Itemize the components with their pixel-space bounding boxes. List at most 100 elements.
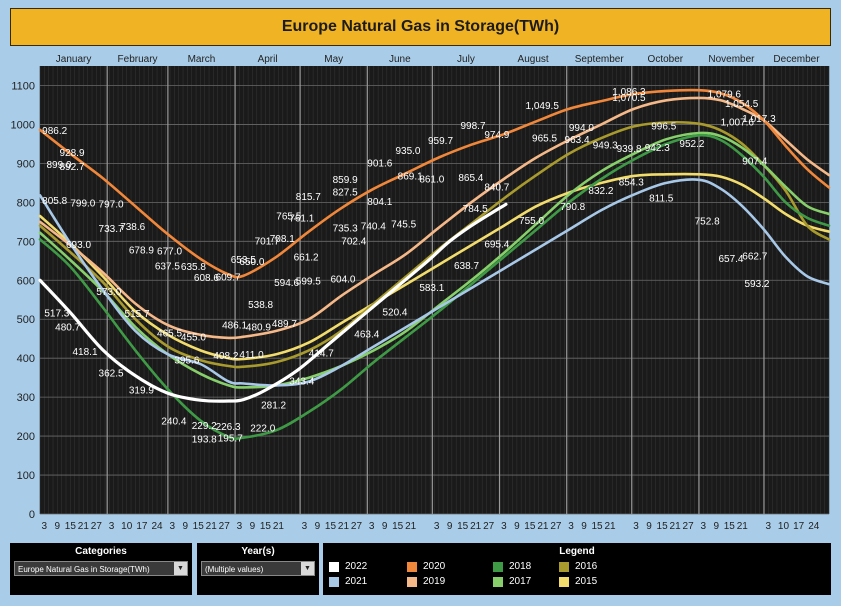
series-line-2021 bbox=[38, 178, 831, 387]
legend-label: 2019 bbox=[423, 576, 446, 587]
data-label: 939.8 bbox=[617, 144, 642, 155]
x-tick-label: 9 bbox=[714, 521, 720, 532]
data-label: 738.6 bbox=[120, 222, 145, 233]
data-label: 986.2 bbox=[42, 126, 67, 137]
data-label: 343.4 bbox=[289, 376, 314, 387]
x-tick-label: 3 bbox=[369, 521, 375, 532]
data-label: 1,054.5 bbox=[725, 99, 759, 110]
data-label: 661.2 bbox=[294, 252, 319, 263]
data-label: 653.5 bbox=[231, 255, 256, 266]
data-label: 1,086.3 bbox=[612, 87, 646, 98]
data-label: 1,049.5 bbox=[526, 101, 560, 112]
x-tick-label: 21 bbox=[273, 521, 285, 532]
legend-item-2020: 2020 bbox=[407, 561, 445, 572]
x-tick-label: 3 bbox=[42, 521, 48, 532]
data-label: 865.4 bbox=[458, 173, 483, 184]
year-title: Year(s) bbox=[241, 546, 275, 557]
x-tick-label: 24 bbox=[808, 521, 820, 532]
data-label: 790.8 bbox=[560, 202, 585, 213]
data-label: 899.0 bbox=[47, 160, 72, 171]
legend-title: Legend bbox=[559, 546, 595, 557]
month-label: October bbox=[648, 54, 684, 65]
categories-dropdown[interactable]: Europe Natural Gas in Storage(TWh) ▼ bbox=[14, 561, 188, 576]
data-label: 414.7 bbox=[309, 348, 334, 359]
x-tick-label: 21 bbox=[206, 521, 218, 532]
data-label: 281.2 bbox=[261, 401, 286, 412]
x-tick-label: 21 bbox=[605, 521, 617, 532]
chart-title: Europe Natural Gas in Storage(TWh) bbox=[10, 8, 831, 46]
data-label: 733.7 bbox=[99, 224, 124, 235]
x-tick-label: 3 bbox=[700, 521, 706, 532]
year-panel: Year(s) (Multiple values) ▼ bbox=[197, 543, 319, 595]
series-line-2022 bbox=[38, 202, 508, 403]
x-tick-label: 15 bbox=[65, 521, 77, 532]
month-label: April bbox=[258, 54, 278, 65]
data-label: 489.7 bbox=[272, 319, 297, 330]
data-label: 638.7 bbox=[454, 261, 479, 272]
data-label: 635.8 bbox=[181, 262, 206, 273]
data-label: 195.7 bbox=[218, 434, 243, 445]
data-label: 702.4 bbox=[341, 237, 366, 248]
data-label: 952.2 bbox=[679, 139, 704, 150]
data-label: 799.0 bbox=[70, 199, 95, 210]
x-tick-label: 9 bbox=[514, 521, 520, 532]
y-tick-label: 1000 bbox=[11, 119, 35, 131]
x-tick-label: 15 bbox=[457, 521, 469, 532]
legend-swatch bbox=[329, 576, 339, 587]
data-label: 695.4 bbox=[484, 239, 509, 250]
data-label: 942.3 bbox=[645, 143, 670, 154]
x-tick-label: 9 bbox=[646, 521, 652, 532]
x-tick-label: 9 bbox=[315, 521, 321, 532]
data-label: 869.1 bbox=[398, 171, 423, 182]
data-label: 755.0 bbox=[519, 216, 544, 227]
series-line-2019 bbox=[38, 96, 831, 340]
month-label: September bbox=[575, 54, 625, 65]
chevron-down-icon[interactable]: ▼ bbox=[174, 562, 187, 575]
x-tick-label: 3 bbox=[633, 521, 639, 532]
categories-value: Europe Natural Gas in Storage(TWh) bbox=[18, 565, 150, 574]
legend-swatch bbox=[407, 561, 417, 572]
month-label: January bbox=[56, 54, 92, 65]
x-tick-label: 3 bbox=[568, 521, 574, 532]
year-dropdown[interactable]: (Multiple values) ▼ bbox=[201, 561, 315, 576]
y-tick-label: 900 bbox=[17, 158, 35, 170]
x-tick-label: 27 bbox=[683, 521, 695, 532]
year-value: (Multiple values) bbox=[205, 565, 264, 574]
x-tick-label: 24 bbox=[151, 521, 163, 532]
data-label: 805.8 bbox=[42, 196, 67, 207]
legend-label: 2021 bbox=[345, 576, 368, 587]
legend-item-2022: 2022 bbox=[329, 561, 367, 572]
x-tick-label: 15 bbox=[657, 521, 669, 532]
x-tick-label: 27 bbox=[219, 521, 231, 532]
legend-panel: Legend 2022 2021 2020 2019 2018 2017 2016 2015 bbox=[323, 543, 831, 595]
data-label: 608.6 bbox=[194, 273, 219, 284]
month-label: August bbox=[518, 54, 549, 65]
data-label: 963.4 bbox=[565, 135, 590, 146]
y-tick-label: 300 bbox=[17, 392, 35, 404]
data-label: 226.3 bbox=[216, 422, 241, 433]
legend-item-2016: 2016 bbox=[559, 561, 597, 572]
x-tick-label: 21 bbox=[78, 521, 90, 532]
data-label: 901.6 bbox=[367, 159, 392, 170]
x-tick-label: 3 bbox=[434, 521, 440, 532]
x-tick-label: 17 bbox=[793, 521, 805, 532]
x-tick-label: 21 bbox=[338, 521, 350, 532]
x-tick-label: 21 bbox=[405, 521, 417, 532]
data-label: 573.0 bbox=[96, 287, 121, 298]
y-tick-label: 200 bbox=[17, 431, 35, 443]
chevron-down-icon[interactable]: ▼ bbox=[301, 562, 314, 575]
data-label: 804.1 bbox=[367, 197, 392, 208]
data-label: 418.1 bbox=[73, 347, 98, 358]
month-label: June bbox=[389, 54, 411, 65]
x-tick-label: 15 bbox=[325, 521, 337, 532]
legend-item-2021: 2021 bbox=[329, 576, 367, 587]
x-tick-label: 27 bbox=[351, 521, 363, 532]
x-tick-label: 10 bbox=[121, 521, 133, 532]
y-tick-label: 500 bbox=[17, 314, 35, 326]
data-label: 998.7 bbox=[461, 121, 486, 132]
x-tick-label: 21 bbox=[670, 521, 682, 532]
legend-label: 2018 bbox=[509, 561, 532, 572]
data-label: 465.5 bbox=[157, 328, 182, 339]
data-label: 515.7 bbox=[125, 309, 150, 320]
x-tick-label: 9 bbox=[55, 521, 61, 532]
